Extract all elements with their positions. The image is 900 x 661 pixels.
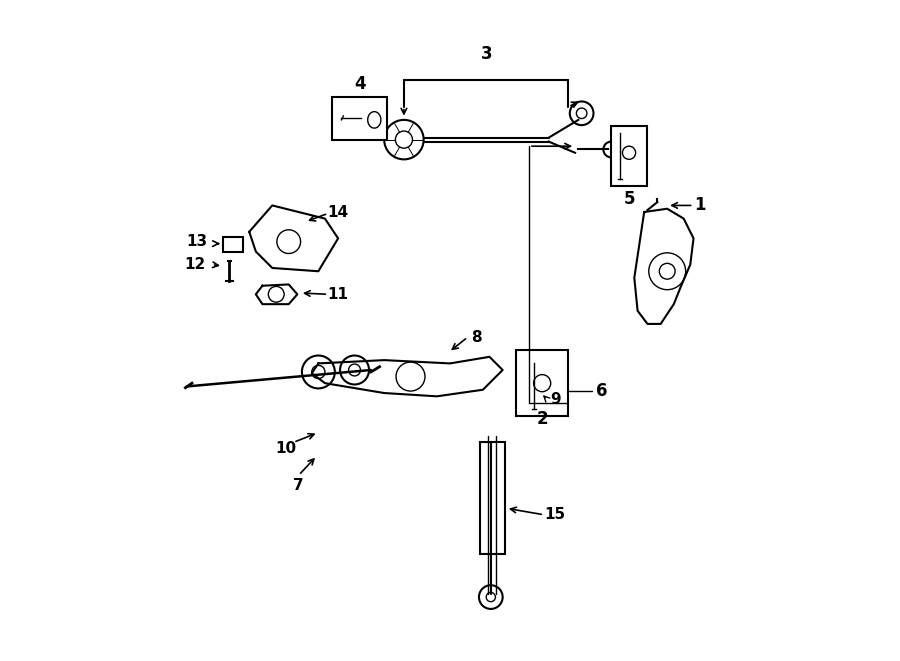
Text: 5: 5 — [624, 190, 634, 208]
Text: 9: 9 — [550, 392, 561, 407]
Text: 13: 13 — [186, 234, 207, 249]
Text: 8: 8 — [471, 330, 482, 344]
Text: 6: 6 — [596, 382, 608, 400]
Text: 12: 12 — [184, 257, 206, 272]
Text: 10: 10 — [274, 442, 296, 457]
Text: 1: 1 — [695, 196, 706, 214]
Text: 3: 3 — [481, 45, 492, 63]
Text: 4: 4 — [354, 75, 365, 93]
Bar — [480, 442, 505, 555]
Bar — [516, 350, 569, 416]
Bar — [223, 237, 243, 252]
Text: 15: 15 — [544, 507, 566, 522]
Text: 2: 2 — [536, 410, 548, 428]
Text: 11: 11 — [328, 287, 348, 302]
Bar — [331, 97, 388, 139]
Text: 14: 14 — [328, 204, 348, 219]
Bar — [611, 126, 647, 186]
Text: 7: 7 — [293, 478, 304, 492]
